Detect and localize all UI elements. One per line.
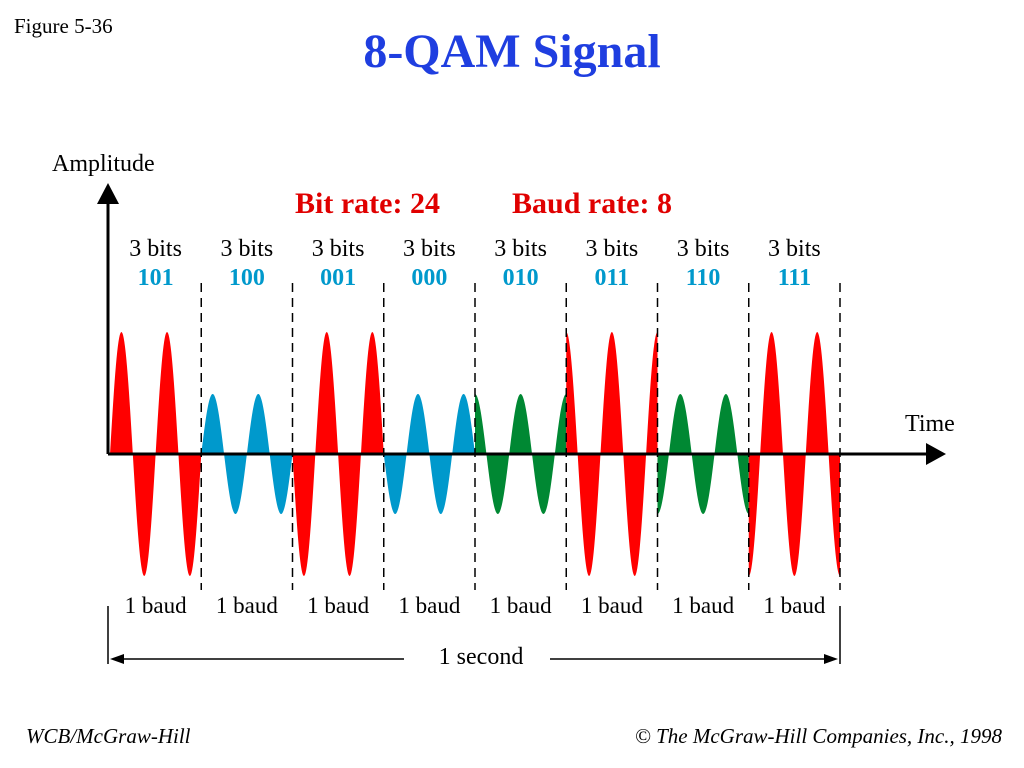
bit-code-label: 110 [686, 265, 721, 291]
bit-code-label: 011 [595, 265, 630, 291]
baud-label: 1 baud [672, 593, 734, 618]
footer-copyright: © The McGraw-Hill Companies, Inc., 1998 [634, 724, 1002, 748]
y-axis-label: Amplitude [52, 151, 155, 177]
bit-rate-label: Bit rate: 24 [295, 187, 440, 220]
duration-label: 1 second [439, 644, 524, 670]
footer-publisher: WCB/McGraw-Hill [26, 724, 191, 748]
x-axis-label: Time [905, 411, 955, 437]
second-arrow-left-icon [110, 654, 124, 664]
bit-code-label: 001 [320, 265, 356, 291]
bits-label: 3 bits [677, 236, 730, 262]
x-axis-arrow-icon [926, 443, 946, 465]
figure-label: Figure 5-36 [14, 14, 113, 38]
bits-label: 3 bits [312, 236, 365, 262]
bits-label: 3 bits [494, 236, 547, 262]
bits-label: 3 bits [768, 236, 821, 262]
baud-dividers [200, 283, 841, 590]
bit-code-label: 100 [229, 265, 265, 291]
y-axis-arrow-icon [97, 183, 119, 204]
bits-label: 3 bits [586, 236, 639, 262]
bit-code-label: 101 [138, 265, 174, 291]
bits-label: 3 bits [129, 236, 182, 262]
baud-label: 1 baud [763, 593, 825, 618]
second-arrow-right-icon [824, 654, 838, 664]
bit-code-label: 010 [503, 265, 539, 291]
baud-label: 1 baud [307, 593, 369, 618]
bit-code-label: 000 [411, 265, 447, 291]
segment-labels: 3 bits 101 1 baud 3 bits 100 1 baud 3 bits 001 1… [125, 236, 826, 618]
baud-label: 1 baud [216, 593, 278, 618]
bits-label: 3 bits [221, 236, 274, 262]
baud-label: 1 baud [125, 593, 187, 618]
bit-code-label: 111 [778, 265, 811, 291]
slide-title: 8-QAM Signal [363, 25, 661, 78]
baud-rate-label: Baud rate: 8 [512, 187, 672, 220]
baud-label: 1 baud [490, 593, 552, 618]
baud-label: 1 baud [581, 593, 643, 618]
bits-label: 3 bits [403, 236, 456, 262]
baud-label: 1 baud [398, 593, 460, 618]
